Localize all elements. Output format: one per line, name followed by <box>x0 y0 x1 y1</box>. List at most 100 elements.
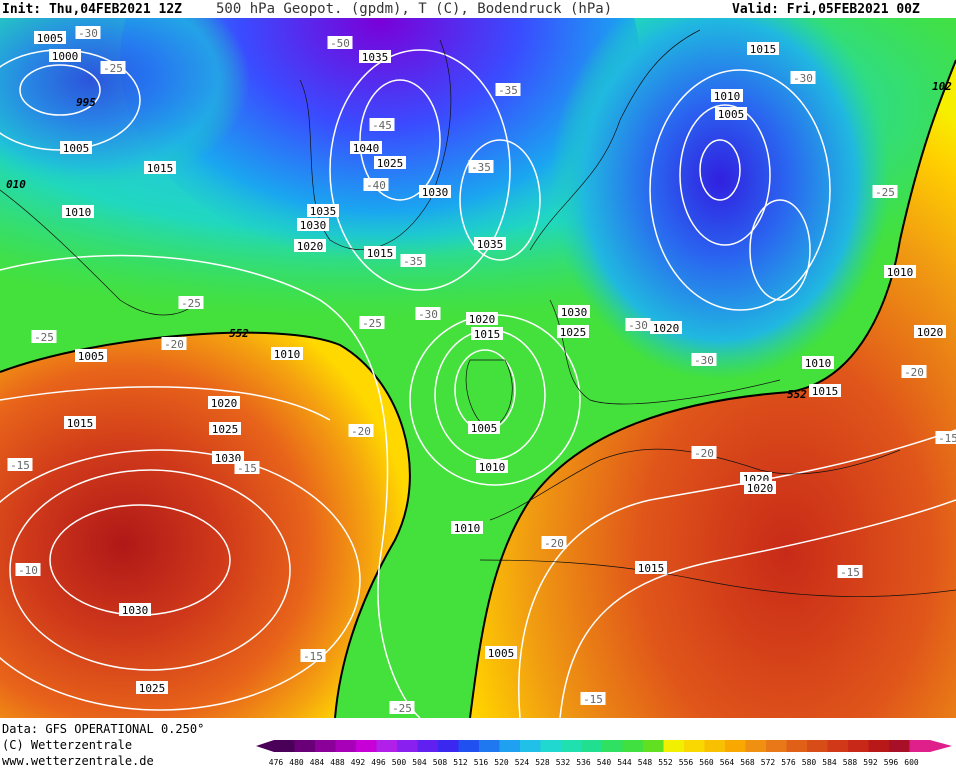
colorbar-swatch <box>623 740 644 752</box>
colorbar-label: 592 <box>863 758 878 767</box>
map-label: 1015 <box>367 247 394 260</box>
map-label: 1020 <box>469 313 496 326</box>
colorbar-label: 596 <box>884 758 899 767</box>
colorbar-swatch <box>807 740 828 752</box>
colorbar-label: 556 <box>679 758 694 767</box>
colorbar-label: 540 <box>597 758 612 767</box>
colorbar-swatch <box>418 740 439 752</box>
map-label: 1035 <box>477 238 504 251</box>
colorbar-swatch <box>910 740 931 752</box>
colorbar-swatch <box>274 740 295 752</box>
colorbar-label: 512 <box>453 758 468 767</box>
map-label: -15 <box>237 462 257 475</box>
website: www.wetterzentrale.de <box>2 754 154 768</box>
map-label: -45 <box>372 119 392 132</box>
map-label: 1005 <box>488 647 515 660</box>
map-label: -20 <box>164 338 184 351</box>
map-label: 1020 <box>917 326 944 339</box>
map-label: 1030 <box>422 186 449 199</box>
colorbar-swatch <box>438 740 459 752</box>
map-label: 102 <box>932 80 952 93</box>
colorbar-label: 532 <box>556 758 571 767</box>
map-label: -25 <box>392 702 412 715</box>
colorbar-label: 496 <box>371 758 386 767</box>
map-label: 1020 <box>653 322 680 335</box>
map-label: 1025 <box>139 682 166 695</box>
map-label: 995 <box>76 96 96 109</box>
map-label: 1015 <box>750 43 777 56</box>
map-label: 1015 <box>638 562 665 575</box>
colorbar-swatch <box>459 740 480 752</box>
map-label: -25 <box>103 62 123 75</box>
colorbar-swatch <box>869 740 890 752</box>
colorbar-swatch <box>725 740 746 752</box>
map-label: 1010 <box>65 206 92 219</box>
colorbar-swatch <box>848 740 869 752</box>
map-label: 1030 <box>561 306 588 319</box>
map-label: 1040 <box>353 142 380 155</box>
colorbar-label: 508 <box>433 758 448 767</box>
map-label: 1025 <box>560 326 587 339</box>
colorbar-swatch <box>377 740 398 752</box>
map-label: -40 <box>366 179 386 192</box>
colorbar-label: 504 <box>412 758 427 767</box>
map-label: 1020 <box>297 240 324 253</box>
map-label: -20 <box>351 425 371 438</box>
map-label: 1010 <box>714 90 741 103</box>
colorbar-label: 544 <box>617 758 632 767</box>
map-label: 010 <box>6 178 26 191</box>
map-label: -10 <box>18 564 38 577</box>
map-label: -35 <box>471 161 491 174</box>
map-label: -15 <box>938 432 956 445</box>
colorbar-swatch <box>602 740 623 752</box>
colorbar-label: 492 <box>351 758 366 767</box>
colorbar-label: 584 <box>822 758 837 767</box>
map-label: -25 <box>875 186 895 199</box>
map-label: 1025 <box>377 157 404 170</box>
map-label: 1010 <box>887 266 914 279</box>
map-label: 1030 <box>300 219 327 232</box>
map-label: -50 <box>330 37 350 50</box>
map-title: 500 hPa Geopot. (gpdm), T (C), Bodendruc… <box>216 1 612 17</box>
colorbar-label: 484 <box>310 758 325 767</box>
map-label: 1015 <box>67 417 94 430</box>
map-label: -35 <box>498 84 518 97</box>
map-label: -30 <box>628 319 648 332</box>
map-label: -25 <box>34 331 54 344</box>
map-label: -30 <box>694 354 714 367</box>
colorbar-label: 524 <box>515 758 530 767</box>
colorbar-swatch <box>664 740 685 752</box>
valid-time: Valid: Fri,05FEB2021 00Z <box>732 2 920 17</box>
colorbar-label: 516 <box>474 758 489 767</box>
map-label: 1005 <box>471 422 498 435</box>
colorbar-swatch <box>684 740 705 752</box>
map-label: -30 <box>78 27 98 40</box>
map-label: 1005 <box>63 142 90 155</box>
colorbar-swatch <box>500 740 521 752</box>
colorbar-swatch <box>520 740 541 752</box>
colorbar-label: 568 <box>740 758 755 767</box>
map-label: 552 <box>229 327 249 340</box>
map-label: -15 <box>10 459 30 472</box>
map-label: 1005 <box>78 350 105 363</box>
map-label: -15 <box>583 693 603 706</box>
map-label: 1030 <box>122 604 149 617</box>
colorbar-swatch <box>295 740 316 752</box>
map-label: -25 <box>181 297 201 310</box>
colorbar-label: 560 <box>699 758 714 767</box>
map-label: -25 <box>362 317 382 330</box>
colorbar-swatch <box>828 740 849 752</box>
map-label: 1005 <box>718 108 745 121</box>
colorbar-swatch <box>643 740 664 752</box>
map-label: 1015 <box>474 328 501 341</box>
copyright: (C) Wetterzentrale <box>2 738 132 752</box>
colorbar-label: 600 <box>904 758 919 767</box>
colorbar-swatch <box>889 740 910 752</box>
colorbar-label: 536 <box>576 758 591 767</box>
colorbar-swatch <box>397 740 418 752</box>
colorbar-label: 488 <box>330 758 345 767</box>
colorbar-swatch <box>336 740 357 752</box>
map-label: -35 <box>403 255 423 268</box>
